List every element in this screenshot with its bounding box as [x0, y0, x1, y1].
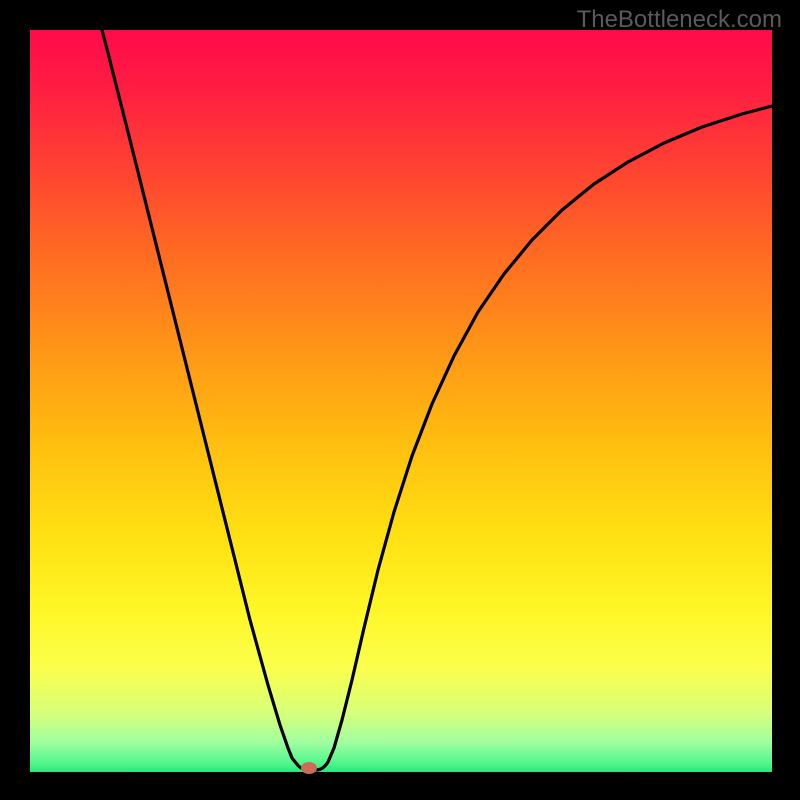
bottleneck-curve	[102, 30, 772, 770]
minimum-marker	[301, 762, 317, 774]
curve-layer	[30, 30, 772, 772]
chart-container: TheBottleneck.com	[0, 0, 800, 800]
watermark-text: TheBottleneck.com	[577, 6, 782, 34]
plot-area	[30, 30, 772, 772]
